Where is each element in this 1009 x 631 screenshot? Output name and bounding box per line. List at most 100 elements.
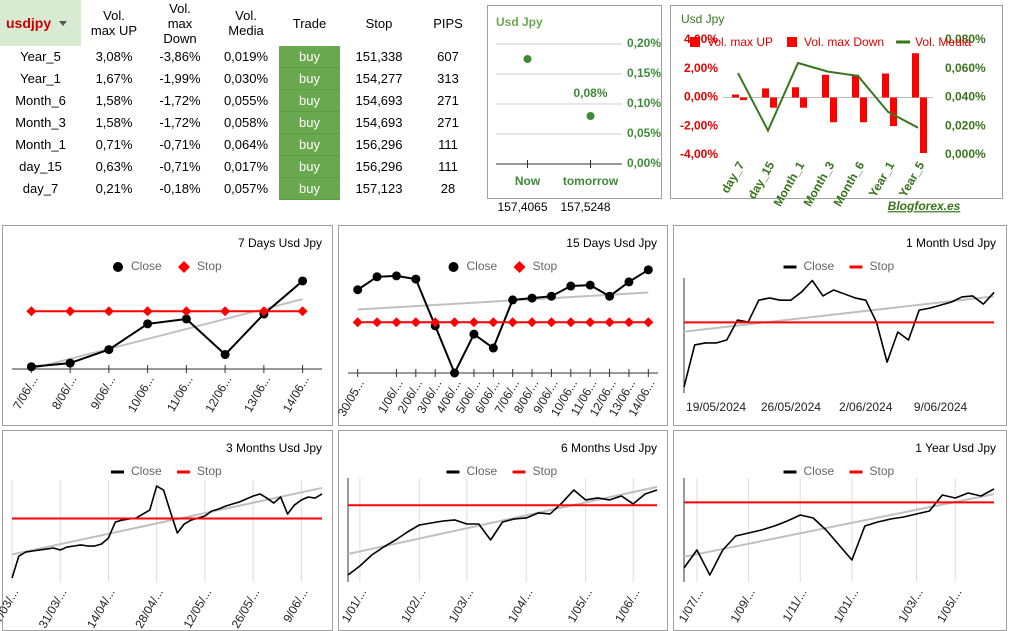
x-tick-label: Month_1 [771,159,808,209]
y-tick-label: 0,10% [627,96,661,110]
point [546,291,556,301]
point [488,343,498,353]
header-cell: Vol. max Down [147,0,213,46]
x-tick-label: 1/07/... [676,586,706,625]
legend-marker [113,262,123,272]
y2-tick-label: 0,080% [945,32,986,46]
chart-title: 15 Days Usd Jpy [566,236,657,250]
point [258,306,269,317]
x-tick-label: 3/06/... [414,377,444,416]
header-cell: usdjpy [0,0,81,46]
point [605,291,615,301]
y-tick-label: 0,20% [627,36,661,50]
legend-marker [178,261,190,273]
chart-title: 7 Days Usd Jpy [238,236,322,250]
table-row: Month_1 0,71% -0,71% 0,064% buy 156,296 111 [0,133,478,156]
x-tick-label: 1/11/... [780,586,810,624]
panel [2,430,333,631]
legend-label: Close [467,259,498,273]
point [26,306,37,317]
point [469,329,479,339]
x-tick-label: Now [515,174,541,188]
bar [732,94,739,98]
table-cell: -1,99% [159,71,201,86]
header-text: Trade [292,15,327,31]
x-tick-label: 9/06/... [88,373,118,412]
point [65,306,76,317]
line [737,61,919,133]
table-row: Year_1 1,67% -1,99% 0,030% buy 154,277 313 [0,67,478,90]
annotation: 157,4065 [497,200,547,214]
legend-label: Stop [533,259,558,273]
table-cell: 0,21% [95,181,133,196]
data-label: 0,08% [573,86,607,100]
y-tick-label: -2,00% [680,118,718,132]
y2-tick-label: 0,000% [945,147,986,161]
point [624,277,634,287]
legend-marker [448,262,459,272]
panel [338,225,668,426]
bar [770,97,777,108]
point [104,345,114,355]
point [586,112,595,120]
bar [860,97,867,123]
x-tick-label: Year_5 [896,159,928,200]
table-cell: 0,055% [223,93,269,108]
table-cell: -1,72% [159,93,201,108]
legend-label: Stop [197,259,222,273]
header-cell: Trade [279,0,340,46]
x-tick-label: 1/06/... [375,377,405,416]
legend-label: Close [804,464,835,478]
x-tick-label: 4/06/... [433,377,463,416]
x-tick-label: 6/06/... [472,377,502,416]
point [259,309,269,319]
point [507,317,518,328]
point [391,317,402,328]
point [468,317,479,328]
header-text: Stop [365,15,393,31]
point [181,314,191,324]
x-tick-label: 1/05/... [934,586,964,625]
point [508,295,518,305]
x-tick-label: 17/03/... [0,586,21,631]
x-tick-label: 10/06... [548,377,580,419]
point [523,55,532,63]
point [220,306,231,317]
bar [740,97,747,101]
point [565,317,576,328]
point [220,350,230,360]
annotation: Blogforex.es [888,199,961,213]
table-cell: -0,71% [159,137,201,152]
point [411,274,421,284]
x-tick-label: 11/06... [164,373,196,414]
table-cell: 271 [437,115,459,130]
panel [673,225,1007,426]
point [604,317,615,328]
bar [852,74,859,98]
table-cell: 0,058% [223,115,269,130]
x-tick-label: 1/05/... [565,586,595,625]
table-cell: 1,58% [95,115,133,130]
line [31,280,304,368]
x-tick-label: 14/04/... [84,586,118,631]
point [181,306,192,317]
header-row: usdjpy Vol. max UP Vol. max Down Vol. Media… [0,0,478,46]
table-cell: 0,63% [95,159,133,174]
line [683,279,995,388]
x-tick-label: 7/06/... [492,377,522,416]
panel [670,5,1003,199]
table-cell: 0,71% [95,137,133,152]
x-tick-label: 5/06/... [453,377,483,416]
bar [890,97,897,127]
bar [792,87,799,98]
point [449,317,460,328]
header-cell: Stop [340,0,418,46]
x-tick-label: 12/05/... [180,586,214,631]
point [372,272,382,282]
table-cell: 156,296 [355,159,403,174]
x-tick-label: 8/06/... [49,373,79,412]
point [546,317,557,328]
legend-label: Close [131,259,162,273]
header-text: Vol. max UP [90,8,138,38]
table-row: day_15 0,63% -0,71% 0,017% buy 156,296 111 [0,155,478,178]
